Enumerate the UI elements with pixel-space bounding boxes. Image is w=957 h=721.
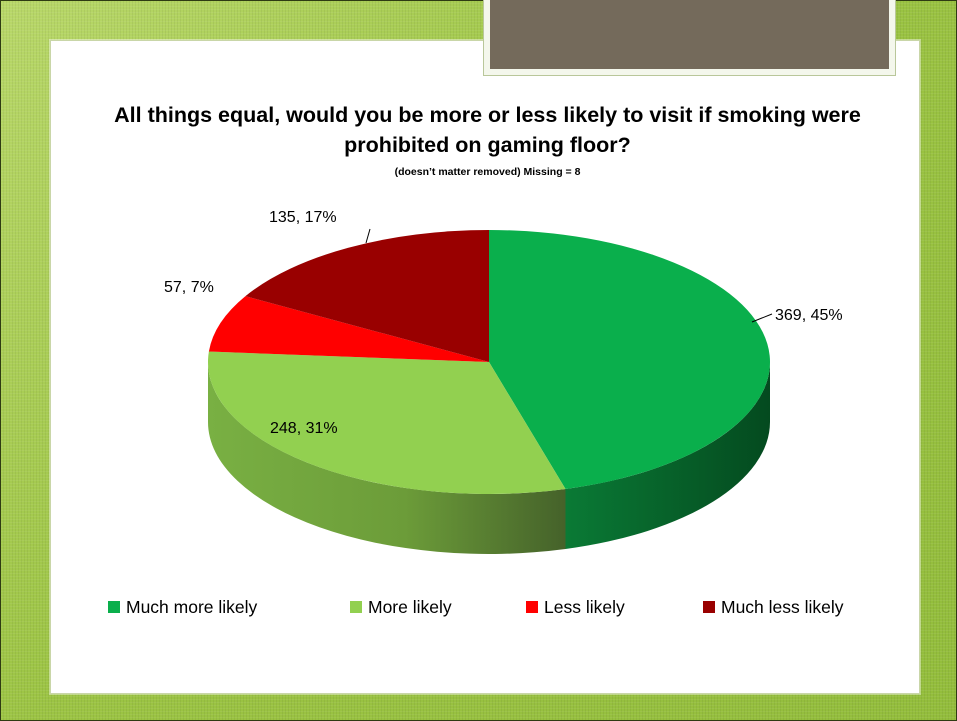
- header-tab: [483, 0, 896, 76]
- pie-slice-less-likely: [208, 296, 489, 362]
- header-tab-fill: [490, 0, 889, 69]
- pie-slice-much-less-likely: [245, 230, 489, 362]
- pie-side-more-likely: [208, 362, 566, 554]
- legend-swatch-less-likely: [526, 601, 538, 613]
- content-card: [50, 40, 920, 694]
- legend-swatch-more-likely: [350, 601, 362, 613]
- chart-title: All things equal, would you be more or l…: [114, 103, 861, 157]
- legend-label-much-more-likely: Much more likely: [126, 596, 258, 617]
- legend-label-less-likely: Less likely: [544, 596, 625, 617]
- legend-item-more-likely: More likely: [350, 592, 452, 622]
- pie-side-much-more-likely: [565, 362, 770, 550]
- chart-legend: Much more likely More likely Less likely…: [100, 592, 880, 622]
- legend-swatch-much-less-likely: [703, 601, 715, 613]
- legend-item-less-likely: Less likely: [526, 592, 625, 622]
- legend-item-much-more-likely: Much more likely: [108, 592, 257, 622]
- data-label-much-less-likely: 135, 17%: [269, 209, 337, 226]
- legend-label-more-likely: More likely: [368, 596, 452, 617]
- leader-line-much-less-likely: [365, 228, 371, 244]
- data-label-much-more-likely: 369, 45%: [775, 307, 843, 324]
- pie-slice-more-likely: [207, 351, 566, 495]
- chart-subtitle: (doesn’t matter removed) Missing = 8: [394, 166, 581, 178]
- legend-item-much-less-likely: Much less likely: [703, 592, 844, 622]
- legend-label-much-less-likely: Much less likely: [721, 596, 844, 617]
- leader-line-much-more-likely: [751, 313, 773, 323]
- data-label-less-likely: 57, 7%: [164, 279, 214, 296]
- data-label-more-likely: 248, 31%: [270, 420, 338, 437]
- legend-swatch-much-more-likely: [108, 601, 120, 613]
- pie-slice-much-more-likely: [489, 230, 771, 490]
